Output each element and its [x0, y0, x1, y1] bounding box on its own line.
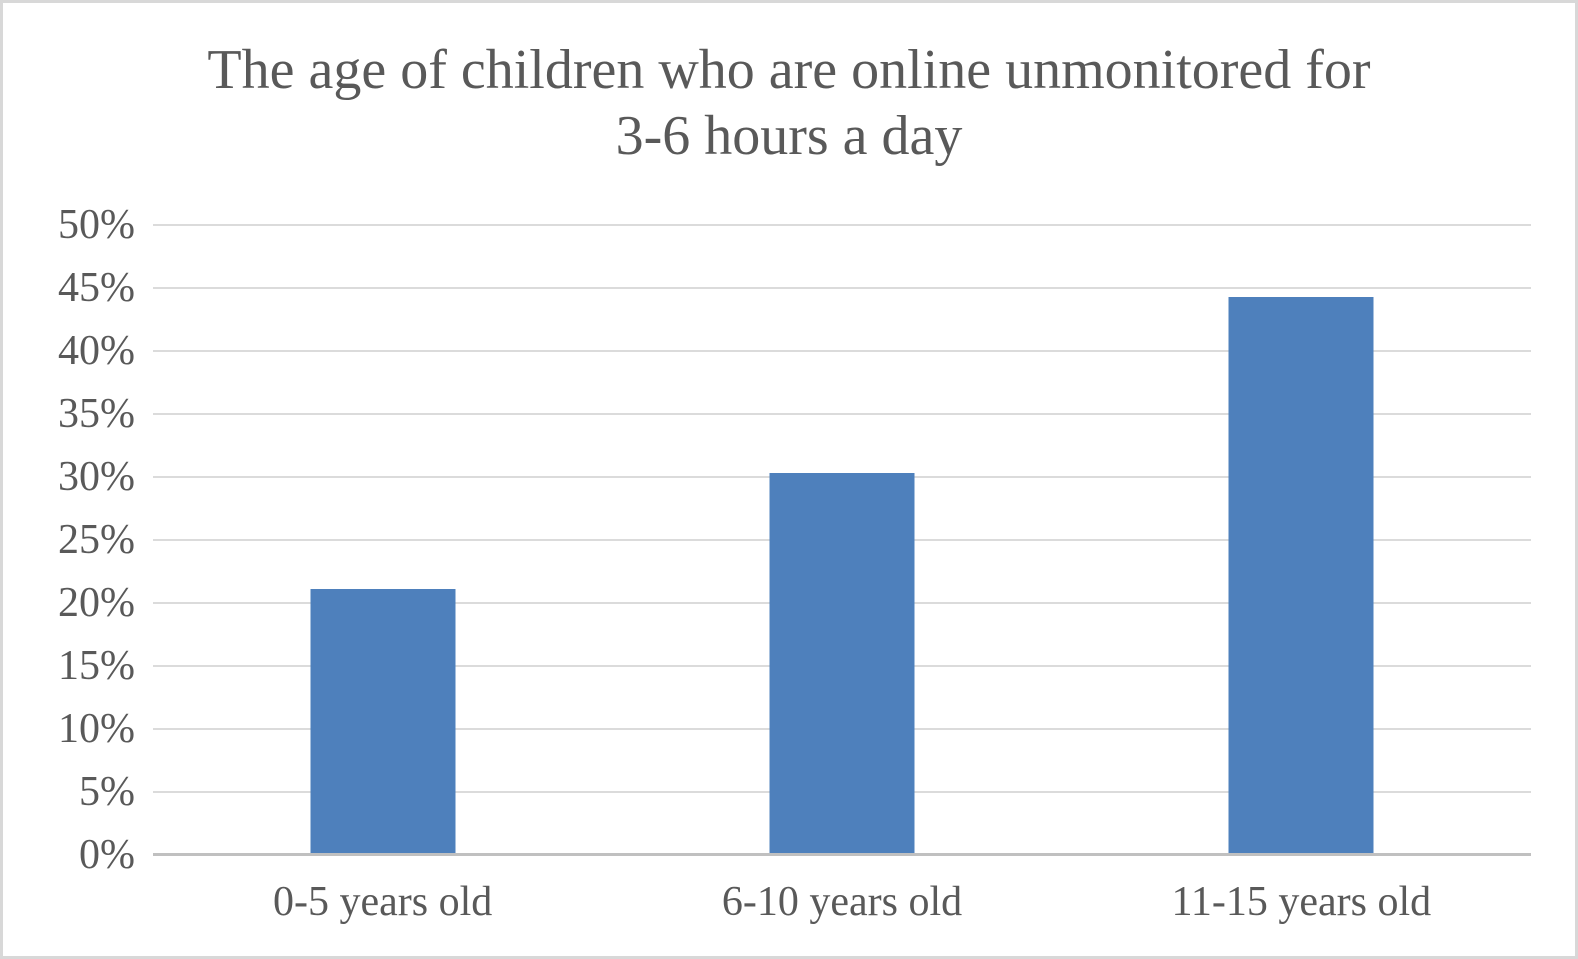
bar — [310, 589, 456, 855]
y-tick-label: 40% — [58, 328, 135, 374]
y-tick-label: 45% — [58, 265, 135, 311]
gridline — [153, 413, 1531, 415]
y-axis-labels: 0% 5% 10% 15% 20% 25% 30% 35% 40% 45% 50% — [3, 204, 135, 876]
x-axis-labels: 0-5 years old 6-10 years old 11-15 years o… — [153, 877, 1531, 927]
y-tick-label: 50% — [58, 202, 135, 248]
x-axis-label: 0-5 years old — [273, 879, 493, 925]
gridline — [153, 287, 1531, 289]
y-tick-label: 30% — [58, 454, 135, 500]
y-tick-label: 20% — [58, 580, 135, 626]
chart-title-line1: The age of children who are online unmon… — [207, 39, 1371, 101]
x-axis-label: 6-10 years old — [721, 879, 963, 925]
gridline — [153, 350, 1531, 352]
y-tick-label: 5% — [79, 769, 135, 815]
y-tick-label: 35% — [58, 391, 135, 437]
chart-title: The age of children who are online unmon… — [89, 37, 1489, 169]
x-axis-line — [153, 853, 1531, 856]
bar — [769, 473, 915, 855]
bars — [153, 225, 1531, 855]
bar — [1228, 296, 1374, 855]
gridline — [153, 224, 1531, 226]
chart-title-line2: 3-6 hours a day — [615, 105, 963, 168]
y-tick-label: 10% — [58, 706, 135, 752]
y-tick-label: 0% — [79, 832, 135, 878]
y-tick-label: 25% — [58, 517, 135, 563]
x-axis-label: 11-15 years old — [1171, 879, 1432, 925]
y-tick-label: 15% — [58, 643, 135, 689]
plot-area — [153, 224, 1531, 856]
